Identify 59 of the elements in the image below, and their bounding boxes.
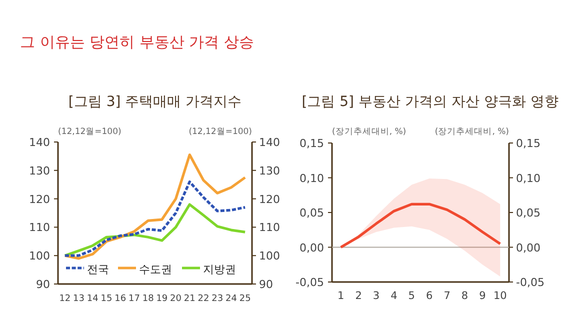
y2-axis-title: (장기추세대비, %) <box>434 127 509 137</box>
legend-label: 수도권 <box>139 263 172 276</box>
x-tick-label: 10 <box>493 290 507 302</box>
y-tick-label: 110 <box>29 221 50 234</box>
y2-tick-label: -0,05 <box>516 276 544 289</box>
x-tick-label: 3 <box>372 290 380 302</box>
y-tick-label: 0,00 <box>300 241 324 254</box>
x-tick-label: 22 <box>198 294 210 304</box>
x-tick-label: 6 <box>426 290 434 302</box>
x-tick-label: 25 <box>239 294 251 304</box>
x-tick-label: 1 <box>338 290 344 302</box>
y2-tick-label: 0,00 <box>516 241 540 254</box>
x-tick-label: 7 <box>444 290 450 302</box>
y-tick-label: 0,15 <box>300 137 324 150</box>
x-tick-label: 5 <box>408 290 415 302</box>
x-tick-label: 12 <box>59 294 71 304</box>
x-tick-label: 9 <box>479 290 486 302</box>
x-tick-label: 13 <box>73 294 85 304</box>
y2-tick-label: 120 <box>259 192 280 206</box>
y-axis-title: (장기추세대비, %) <box>332 127 406 137</box>
chart-title: [그림 3] 주택매매 가격지수 <box>68 94 242 110</box>
text: 그 이유는 당연히 부동산 가격 상승 <box>20 33 254 51</box>
x-tick-label: 21 <box>184 294 196 304</box>
y2-axis-title: (12,12월=100) <box>188 127 252 137</box>
y-tick-label: 90 <box>36 278 50 291</box>
y-tick-label: 120 <box>29 192 50 206</box>
y-tick-label: 0,10 <box>300 172 324 185</box>
x-tick-label: 8 <box>461 290 468 302</box>
x-tick-label: 2 <box>355 290 362 302</box>
y2-tick-label: 0,15 <box>516 137 540 150</box>
y2-tick-label: 110 <box>259 221 280 234</box>
y2-tick-label: 90 <box>259 278 273 291</box>
legend-label: 지방권 <box>203 263 236 276</box>
legend-label: 전국 <box>87 263 109 276</box>
x-tick-label: 17 <box>128 294 140 304</box>
chart-title: [그림 5] 부동산 가격의 자산 양극화 영향 <box>302 94 558 110</box>
line-series <box>64 180 246 257</box>
y2-tick-label: 100 <box>259 250 280 263</box>
y-tick-label: 140 <box>29 136 50 149</box>
y2-tick-label: 0,05 <box>516 206 540 220</box>
y2-tick-label: 0,10 <box>516 172 540 185</box>
y2-tick-label: 130 <box>259 164 280 178</box>
x-tick-label: 20 <box>170 294 182 304</box>
y-tick-label: 0,05 <box>300 206 324 220</box>
y2-tick-label: 140 <box>259 136 280 149</box>
line-series <box>340 202 502 249</box>
x-tick-label: 16 <box>114 294 126 304</box>
x-tick-label: 19 <box>156 294 168 304</box>
x-tick-label: 24 <box>225 294 238 304</box>
y-tick-label: -0,05 <box>296 276 324 289</box>
x-tick-label: 15 <box>100 294 112 304</box>
x-tick-label: 4 <box>390 290 398 302</box>
x-tick-label: 14 <box>86 294 99 304</box>
x-tick-label: 23 <box>212 294 224 304</box>
line-series <box>64 153 246 260</box>
y-axis-title: (12,12월=100) <box>58 127 122 137</box>
y-tick-label: 130 <box>29 164 50 178</box>
y-tick-label: 100 <box>29 250 50 263</box>
x-tick-label: 18 <box>142 294 154 304</box>
